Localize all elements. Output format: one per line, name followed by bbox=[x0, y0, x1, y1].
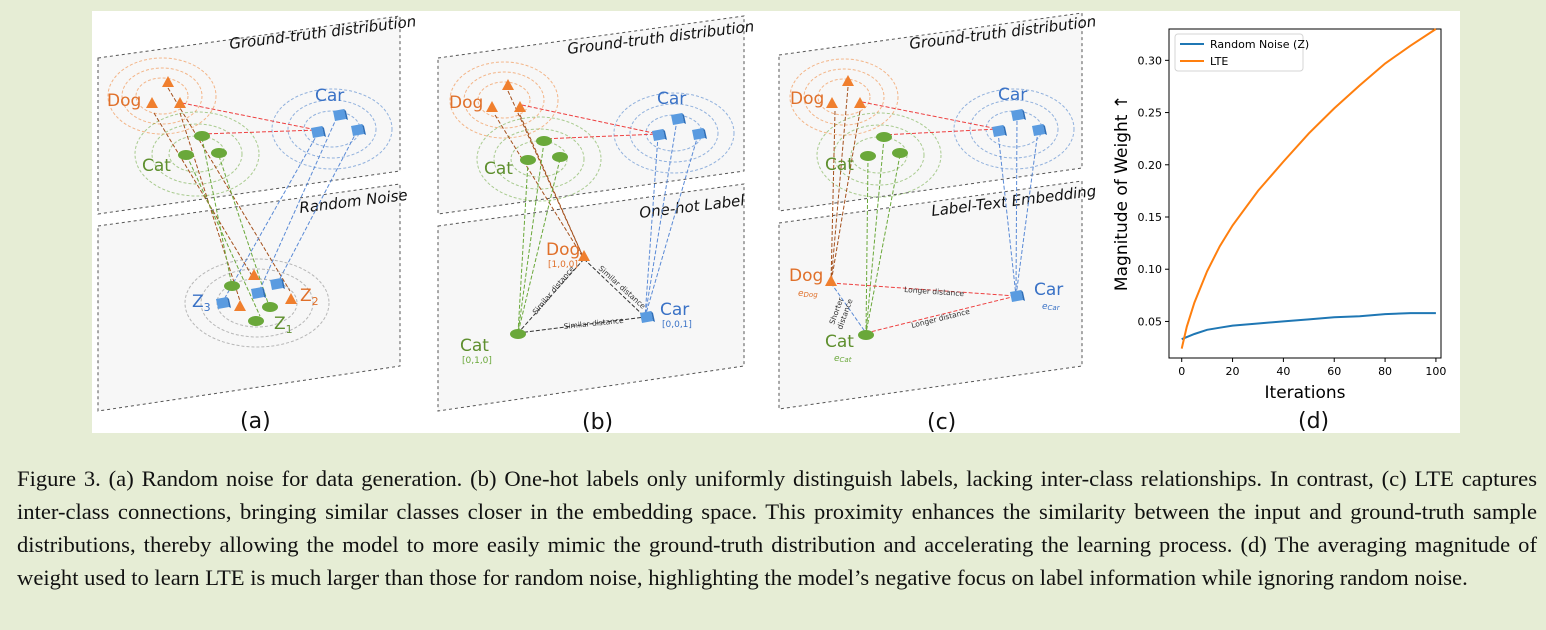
chart-ticks: 0 20 40 60 80 100 0.05 0.10 0.15 0.20 0.25 0.30 bbox=[1138, 54, 1447, 378]
label-dog-b: Dog bbox=[546, 240, 580, 260]
subfig-label-a: (a) bbox=[240, 409, 271, 433]
cat-point bbox=[178, 150, 194, 160]
legend-box bbox=[1174, 33, 1304, 72]
label-car-c: Car bbox=[1034, 280, 1063, 300]
vec-dog-b: [1,0,0] bbox=[548, 260, 578, 270]
y-tick-label: 0.10 bbox=[1138, 263, 1163, 276]
plot-area bbox=[1168, 28, 1442, 359]
label-cat-c: Cat bbox=[825, 332, 854, 352]
dog-cluster-a bbox=[107, 57, 217, 135]
figure-panel: Ground-truth distribution Random Noise bbox=[92, 11, 1460, 433]
series-line-lte bbox=[1180, 28, 1437, 349]
x-tick-label: 40 bbox=[1276, 365, 1290, 378]
x-tick-label: 100 bbox=[1425, 365, 1446, 378]
noise-cluster-a bbox=[184, 258, 330, 348]
y-tick-label: 0.15 bbox=[1138, 211, 1163, 224]
label-car-c-top: Car bbox=[998, 85, 1027, 105]
chart-lines bbox=[1180, 28, 1437, 349]
label-car-b: Car bbox=[660, 300, 689, 320]
y-axis-title: Magnitude of Weight ↑ bbox=[1112, 95, 1132, 291]
cat-point bbox=[194, 131, 210, 141]
e-dog: eDog bbox=[798, 289, 818, 299]
x-axis-title: Iterations bbox=[1265, 383, 1346, 403]
plane-b-top bbox=[437, 15, 745, 215]
z2-label: Z2 bbox=[300, 286, 319, 308]
panel-c: Ground-truth distribution Label-Text Emb… bbox=[778, 12, 1097, 433]
label-cat-b: Cat bbox=[460, 336, 489, 356]
y-tick-label: 0.20 bbox=[1138, 159, 1163, 172]
plane-b-bottom bbox=[437, 183, 745, 412]
plane-a-top bbox=[97, 15, 401, 215]
label-dog-c-top: Dog bbox=[790, 89, 824, 109]
vec-car-b: [0,0,1] bbox=[662, 320, 692, 330]
z3-label: Z3 bbox=[192, 292, 211, 314]
label-car-a: Car bbox=[315, 86, 344, 106]
plane-c-bottom bbox=[778, 180, 1083, 410]
figure-caption: Figure 3. (a) Random noise for data gene… bbox=[17, 466, 1537, 590]
x-tick-label: 20 bbox=[1226, 365, 1240, 378]
label-dog-a: Dog bbox=[107, 91, 141, 111]
subfig-label-b: (b) bbox=[582, 410, 613, 433]
e-cat: eCat bbox=[834, 354, 852, 364]
legend-label-random-noise: Random Noise (Z) bbox=[1210, 38, 1309, 51]
label-cat-c-top: Cat bbox=[825, 155, 854, 175]
label-dog-c: Dog bbox=[789, 266, 823, 286]
x-tick-label: 60 bbox=[1327, 365, 1341, 378]
e-car: eCar bbox=[1042, 302, 1061, 312]
y-tick-label: 0.05 bbox=[1138, 315, 1163, 328]
label-cat-b-top: Cat bbox=[484, 159, 513, 179]
label-cat-a: Cat bbox=[142, 156, 171, 176]
legend: Random Noise (Z) LTE bbox=[1174, 33, 1309, 72]
cat-point bbox=[211, 148, 227, 158]
label-dog-b-top: Dog bbox=[449, 93, 483, 113]
x-tick-label: 80 bbox=[1378, 365, 1392, 378]
panel-b: Ground-truth distribution One-hot Label … bbox=[437, 15, 755, 433]
series-line-random-noise-z bbox=[1181, 312, 1436, 341]
legend-label-lte: LTE bbox=[1210, 55, 1228, 68]
x-tick-label: 0 bbox=[1178, 365, 1185, 378]
vec-cat-b: [0,1,0] bbox=[462, 356, 492, 366]
label-car-b-top: Car bbox=[657, 89, 686, 109]
plane-c-top bbox=[778, 12, 1083, 212]
z1-label: Z1 bbox=[274, 314, 293, 336]
subfig-label-d: (d) bbox=[1298, 409, 1329, 433]
figure-canvas: Ground-truth distribution Random Noise bbox=[97, 12, 1447, 433]
dist-dog-car-c: Longer distance bbox=[904, 285, 965, 298]
subfig-label-c: (c) bbox=[927, 410, 956, 433]
chart-panel-d: 0 20 40 60 80 100 0.05 0.10 0.15 0.20 0.25 0.30 Ran… bbox=[1112, 28, 1447, 433]
y-tick-label: 0.30 bbox=[1138, 54, 1163, 67]
y-tick-label: 0.25 bbox=[1138, 107, 1163, 120]
plane-a-bottom bbox=[97, 183, 401, 412]
panel-a: Ground-truth distribution Random Noise bbox=[97, 12, 417, 433]
